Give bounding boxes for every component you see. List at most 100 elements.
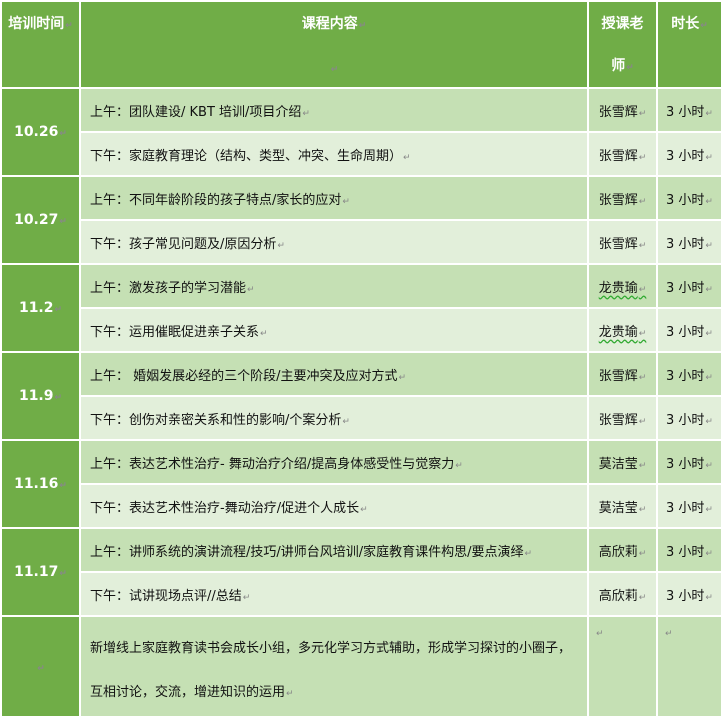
note-teacher-cell [587,615,658,718]
teacher-name: 张雪辉 [599,149,647,164]
header-content: 课程内容 [79,0,589,89]
table-row: 下午：运用催眠促进亲子关系 龙贵瑜 3 小时 [1,307,721,353]
duration-cell: 3 小时 [656,571,721,617]
session-date: 11.17 [0,527,81,617]
teacher-cell: 龙贵瑜 [587,263,658,309]
duration-text: 3 小时 [666,413,713,428]
duration-text: 3 小时 [666,545,713,560]
course-content: 上午：激发孩子的学习潜能 [79,263,589,309]
content-text: 上午：表达艺术性治疗- 舞动治疗介绍/提高身体感受性与觉察力 [90,457,463,472]
empty-paragraph [658,617,721,640]
note-text: 新增线上家庭教育读书会成长小组，多元化学习方式辅助，形成学习探讨的小圈子，互相讨… [81,617,587,716]
duration-text: 3 小时 [666,369,713,384]
teacher-cell: 龙贵瑜 [587,307,658,353]
duration-text: 3 小时 [666,281,713,296]
teacher-name: 高欣莉 [599,589,647,604]
note-cell: 新增线上家庭教育读书会成长小组，多元化学习方式辅助，形成学习探讨的小圈子，互相讨… [79,615,589,718]
empty-paragraph [81,58,587,80]
content-text: 下午：试讲现场点评//总结 [90,589,250,604]
header-teacher-label-2: 师 [589,56,656,78]
course-content: 下午：创伤对亲密关系和性的影响/个案分析 [79,395,589,441]
header-duration-label: 时长 [658,14,721,36]
table-row: 下午：试讲现场点评//总结 高欣莉 3 小时 [1,571,721,617]
duration-cell: 3 小时 [656,439,721,485]
empty-paragraph [589,617,656,640]
teacher-name: 龙贵瑜 [599,325,647,340]
duration-cell: 3 小时 [656,131,721,177]
course-content: 上午：团队建设/ KBT 培训/项目介绍 [79,87,589,133]
empty-paragraph [36,659,45,675]
header-teacher: 授课老师 [587,0,658,89]
content-text: 下午：运用催眠促进亲子关系 [90,325,268,340]
duration-cell: 3 小时 [656,483,721,529]
teacher-cell: 张雪辉 [587,395,658,441]
note-row: 新增线上家庭教育读书会成长小组，多元化学习方式辅助，形成学习探讨的小圈子，互相讨… [0,615,721,718]
duration-cell: 3 小时 [656,527,721,573]
teacher-cell: 张雪辉 [587,131,658,177]
session-date: 10.27 [0,175,81,265]
header-duration: 时长 [656,0,721,89]
table-row: 11.17 上午：讲师系统的演讲流程/技巧/讲师台风培训/家庭教育课件构思/要点演… [0,527,721,617]
table-row: 下午：表达艺术性治疗-舞动治疗/促进个人成长 莫洁莹 3 小时 [1,483,721,529]
course-content: 上午：表达艺术性治疗- 舞动治疗介绍/提高身体感受性与觉察力 [79,439,589,485]
content-text: 下午：创伤对亲密关系和性的影响/个案分析 [90,413,350,428]
duration-cell: 3 小时 [656,351,721,397]
teacher-cell: 莫洁莹 [587,439,658,485]
date-label: 10.27 [14,212,67,228]
teacher-cell: 高欣莉 [587,571,658,617]
header-teacher-label: 授课老 [601,16,644,32]
duration-text: 3 小时 [666,501,713,516]
content-text: 上午： 婚姻发展必经的三个阶段/主要冲突及应对方式 [90,369,406,384]
date-label: 11.16 [14,476,67,492]
teacher-cell: 张雪辉 [587,175,658,221]
teacher-name: 莫洁莹 [599,501,647,516]
duration-cell: 3 小时 [656,395,721,441]
course-content: 下午：孩子常见问题及/原因分析 [79,219,589,265]
table-row: 11.9上午： 婚姻发展必经的三个阶段/主要冲突及应对方式张雪辉3 小时 [0,351,721,441]
content-text: 上午：团队建设/ KBT 培训/项目介绍 [90,105,310,120]
content-text: 上午：讲师系统的演讲流程/技巧/讲师台风培训/家庭教育课件构思/要点演绎 [90,545,532,560]
content-text: 下午：家庭教育理论（结构、类型、冲突、生命周期） [90,149,411,164]
duration-text: 3 小时 [666,457,713,472]
date-label: 11.2 [19,300,62,316]
course-content: 下午：表达艺术性治疗-舞动治疗/促进个人成长 [79,483,589,529]
duration-text: 3 小时 [666,589,713,604]
note-duration-cell [656,615,721,718]
date-label: 11.17 [14,564,67,580]
teacher-name: 莫洁莹 [599,457,647,472]
duration-text: 3 小时 [666,105,713,120]
header-date-label: 培训时间 [2,14,79,36]
teacher-name: 高欣莉 [599,545,647,560]
course-content: 上午： 婚姻发展必经的三个阶段/主要冲突及应对方式 [79,351,589,397]
teacher-name: 龙贵瑜 [599,281,647,296]
session-date: 10.26 [0,87,81,177]
table-row: 下午：孩子常见问题及/原因分析 张雪辉 3 小时 [1,219,721,265]
course-content: 下午：家庭教育理论（结构、类型、冲突、生命周期） [79,131,589,177]
course-content: 上午：不同年龄阶段的孩子特点/家长的应对 [79,175,589,221]
course-content: 上午：讲师系统的演讲流程/技巧/讲师台风培训/家庭教育课件构思/要点演绎 [79,527,589,573]
teacher-name: 张雪辉 [599,105,647,120]
duration-cell: 3 小时 [656,263,721,309]
note-date-cell [0,615,81,718]
course-content: 下午：运用催眠促进亲子关系 [79,307,589,353]
duration-cell: 3 小时 [656,87,721,133]
duration-cell: 3 小时 [656,175,721,221]
teacher-cell: 张雪辉 [587,219,658,265]
table-row: 10.27 上午：不同年龄阶段的孩子特点/家长的应对张雪辉 3 小时 [0,175,721,265]
table-row: 下午：创伤对亲密关系和性的影响/个案分析 张雪辉 3 小时 [1,395,721,441]
session-date: 11.16 [0,439,81,529]
content-text: 下午：表达艺术性治疗-舞动治疗/促进个人成长 [90,501,368,516]
table-row: 11.2上午：激发孩子的学习潜能龙贵瑜3 小时 [0,263,721,353]
duration-cell: 3 小时 [656,307,721,353]
teacher-cell: 张雪辉 [587,351,658,397]
duration-text: 3 小时 [666,149,713,164]
header-content-label: 课程内容 [81,14,587,36]
header-date: 培训时间 [0,0,81,89]
table-row: 11.16上午：表达艺术性治疗- 舞动治疗介绍/提高身体感受性与觉察力莫洁莹3 … [0,439,721,529]
duration-text: 3 小时 [666,237,713,252]
content-text: 下午：孩子常见问题及/原因分析 [90,237,285,252]
duration-text: 3 小时 [666,193,713,208]
teacher-cell: 高欣莉 [587,527,658,573]
